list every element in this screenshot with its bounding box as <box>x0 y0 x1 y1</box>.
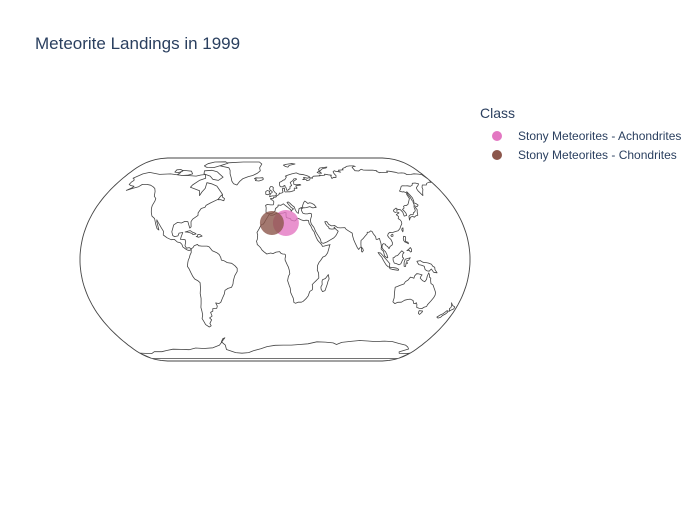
land-australia <box>392 272 436 309</box>
land-south-america <box>187 244 238 328</box>
land-eurasia <box>265 165 432 259</box>
land-greenland <box>219 161 263 186</box>
land-ellesmere <box>204 161 229 168</box>
land-cuba <box>184 230 197 235</box>
land-sakhalin <box>406 191 415 202</box>
land-newfoundland <box>217 194 225 202</box>
land-sumatra <box>377 252 391 268</box>
land-japan <box>408 207 419 221</box>
land-hokkaido <box>412 201 419 208</box>
legend: Class Stony Meteorites - Achondrites Sto… <box>480 104 695 164</box>
legend-marker-chondrites <box>492 149 502 160</box>
legend-label-chondrites: Stony Meteorites - Chondrites <box>518 147 677 162</box>
land-novaya-zemlya <box>316 166 328 174</box>
legend-label-achondrites: Stony Meteorites - Achondrites <box>518 128 682 143</box>
land-ireland <box>265 190 271 196</box>
landmasses <box>125 161 456 359</box>
land-madagascar <box>320 274 330 292</box>
land-north-america <box>125 172 223 251</box>
globe-outline <box>79 157 471 362</box>
marker-chondrites-0[interactable] <box>259 211 284 235</box>
land-banks-island <box>174 169 184 173</box>
land-iceland <box>254 177 264 182</box>
legend-marker-achondrites <box>492 130 502 141</box>
markers-layer[interactable] <box>259 210 299 236</box>
land-antarctica <box>139 337 411 359</box>
land-hispaniola <box>195 234 203 238</box>
land-great-britain <box>269 186 277 198</box>
land-java <box>389 266 400 271</box>
land-baffin <box>203 169 224 181</box>
legend-item-chondrites[interactable]: Stony Meteorites - Chondrites <box>480 145 695 164</box>
land-new-zealand-south <box>436 310 449 319</box>
land-philippines <box>402 235 409 245</box>
land-hainan <box>390 233 394 237</box>
land-sri-lanka <box>361 246 364 253</box>
land-new-guinea <box>416 260 438 274</box>
land-tasmania <box>418 310 423 315</box>
land-svalbard <box>282 163 296 168</box>
chart-title: Meteorite Landings in 1999 <box>35 34 241 53</box>
land-mindanao <box>406 247 412 253</box>
legend-item-achondrites[interactable]: Stony Meteorites - Achondrites <box>480 126 695 145</box>
land-new-zealand-north <box>448 302 456 312</box>
land-sulawesi <box>403 257 411 267</box>
legend-title: Class <box>480 105 516 121</box>
land-borneo <box>392 250 405 266</box>
land-taiwan <box>401 227 404 233</box>
